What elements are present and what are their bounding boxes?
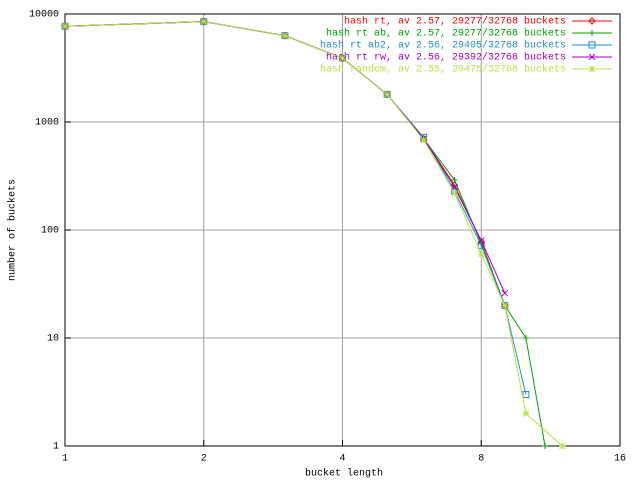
data-point: [477, 250, 485, 258]
y-tick-label: 1000: [35, 118, 59, 129]
x-axis-label: bucket length: [305, 468, 383, 480]
legend-marker: [588, 17, 596, 25]
y-tick-label: 10: [47, 334, 59, 345]
data-point: [200, 18, 208, 26]
y-tick-label: 10000: [29, 10, 59, 21]
data-point: [281, 32, 289, 40]
data-point: [501, 289, 509, 297]
legend-label: hash random, av 2.55, 29475/32768 bucket…: [320, 64, 566, 76]
data-point: [61, 22, 69, 30]
data-point: [501, 301, 509, 309]
data-point: [420, 133, 428, 141]
legend-label: hash rt ab2, av 2.56, 29405/32768 bucket…: [320, 40, 566, 52]
data-point: [501, 302, 509, 309]
data-point: [451, 189, 458, 197]
y-axis-label: number of buckets: [7, 179, 19, 281]
data-point: [200, 18, 208, 25]
y-tick-label: 100: [41, 226, 59, 237]
plot-frame: [64, 13, 621, 447]
legend-marker: [589, 30, 595, 36]
data-point: [281, 32, 289, 40]
data-point: [559, 442, 566, 450]
data-point: [522, 390, 530, 398]
x-tick-label: 2: [201, 454, 207, 465]
data-point: [420, 136, 428, 144]
y-tick-label: 1: [53, 442, 59, 453]
data-point: [383, 91, 391, 98]
data-point: [477, 237, 485, 244]
legend-marker: [588, 53, 596, 61]
legend-marker: [588, 41, 596, 49]
x-tick-label: 8: [478, 454, 484, 465]
data-point: [339, 54, 346, 62]
x-tick-label: 16: [614, 454, 626, 465]
data-point: [541, 443, 548, 449]
legend-marker: [588, 65, 596, 73]
data-point: [451, 177, 458, 184]
legend-label: hash rt rw, av 2.56, 29392/32768 buckets: [326, 52, 566, 64]
data-point: [522, 410, 530, 417]
data-point: [522, 335, 529, 341]
x-tick-label: 4: [339, 454, 345, 465]
legend-label: hash rt, av 2.57, 29277/32768 buckets: [344, 16, 566, 28]
legend-label: hash rt ab, av 2.57, 29277/32768 buckets: [326, 28, 566, 40]
x-tick-label: 1: [62, 454, 68, 465]
